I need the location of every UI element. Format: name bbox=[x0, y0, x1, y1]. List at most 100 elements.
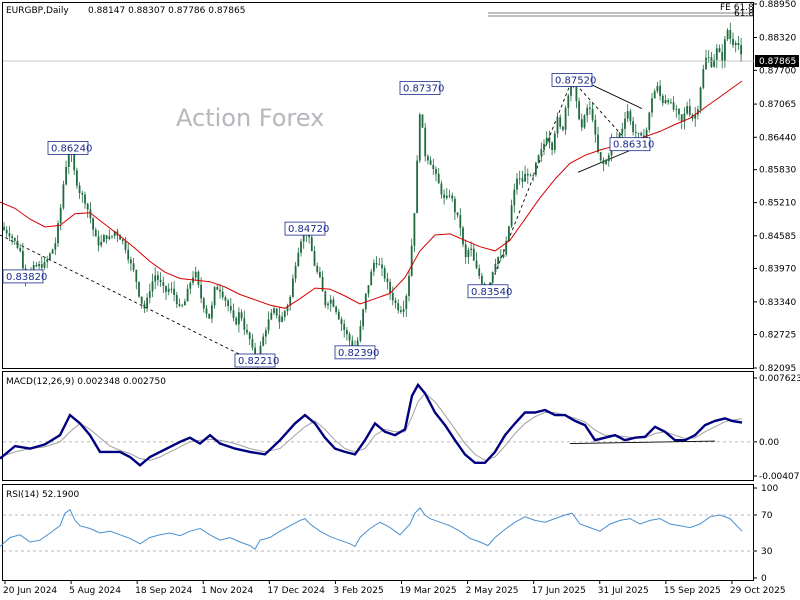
candle-body bbox=[502, 254, 505, 258]
candle-body bbox=[246, 329, 248, 333]
candle-body bbox=[737, 42, 740, 46]
candle-body bbox=[648, 112, 651, 130]
candle-body bbox=[653, 91, 656, 99]
candle-body bbox=[46, 259, 49, 262]
swing-label-box bbox=[47, 141, 89, 155]
candle-body bbox=[688, 106, 691, 115]
candle-body bbox=[159, 279, 162, 283]
candle-body bbox=[521, 178, 524, 182]
candle-body bbox=[178, 304, 181, 306]
fib-label: FE 61.8 bbox=[720, 3, 754, 13]
candle-body bbox=[559, 117, 562, 127]
fib-extension: FE 61.8 61.8 bbox=[488, 3, 754, 19]
candle-body bbox=[491, 271, 494, 283]
candle-body bbox=[516, 178, 518, 190]
candle-body bbox=[89, 209, 92, 219]
candle-body bbox=[375, 262, 378, 265]
candle-body bbox=[381, 264, 383, 269]
candle-body bbox=[599, 152, 602, 161]
candle-body bbox=[65, 166, 67, 185]
candle-body bbox=[545, 137, 548, 144]
candle-body bbox=[472, 248, 475, 261]
candle-body bbox=[146, 297, 148, 309]
candle-body bbox=[675, 108, 678, 110]
candle-body bbox=[451, 195, 454, 199]
candle-body bbox=[202, 298, 205, 309]
candle-body bbox=[151, 281, 154, 292]
candle-body bbox=[602, 160, 605, 164]
candle-body bbox=[92, 218, 94, 230]
swing-label-text: 0.86310 bbox=[613, 140, 654, 151]
swing-label-text: 0.87370 bbox=[403, 83, 444, 94]
time-tick-label: 18 Sep 2024 bbox=[135, 586, 192, 596]
candle-body bbox=[359, 326, 362, 341]
current-price-tag-bg bbox=[755, 55, 799, 67]
price-tick-label: 0.84585 bbox=[759, 232, 796, 242]
candle-body bbox=[86, 203, 89, 210]
candle-body bbox=[383, 268, 386, 279]
candle-body bbox=[73, 153, 76, 171]
candle-body bbox=[19, 247, 22, 252]
candle-body bbox=[297, 252, 300, 267]
candle-body bbox=[302, 230, 305, 242]
candle-body bbox=[464, 244, 467, 258]
candle-body bbox=[170, 288, 173, 290]
candle-body bbox=[211, 305, 213, 319]
candle-body bbox=[313, 251, 316, 266]
candle-body bbox=[124, 241, 127, 250]
candle-body bbox=[394, 300, 397, 304]
candle-body bbox=[378, 264, 381, 266]
candle-body bbox=[448, 195, 451, 197]
candle-body bbox=[167, 288, 170, 292]
candle-body bbox=[229, 305, 232, 311]
macd-panel: MACD(12,26,9) 0.002348 0.002750 bbox=[0, 371, 754, 481]
macd-axis: 0.007623 0.00 -0.004073 bbox=[754, 374, 800, 482]
candle-body bbox=[532, 174, 535, 176]
swing-label-text: 0.82210 bbox=[238, 356, 279, 367]
candle-body bbox=[224, 297, 227, 301]
candle-body bbox=[49, 253, 51, 260]
candle-body bbox=[148, 291, 151, 298]
candle-body bbox=[270, 312, 273, 320]
candle-body bbox=[135, 270, 138, 282]
candle-body bbox=[405, 295, 408, 309]
candle-body bbox=[726, 30, 729, 40]
swing-label-text: 0.87520 bbox=[555, 75, 596, 86]
candle-body bbox=[459, 215, 462, 228]
candle-body bbox=[348, 334, 351, 341]
candle-body bbox=[308, 234, 310, 238]
candle-body bbox=[481, 275, 483, 284]
candle-body bbox=[140, 296, 143, 304]
candle-body bbox=[594, 119, 597, 135]
rsi-line bbox=[0, 507, 743, 550]
candle-body bbox=[402, 308, 405, 312]
candle-body bbox=[667, 100, 670, 103]
candle-body bbox=[424, 127, 427, 157]
candle-body bbox=[680, 114, 683, 122]
candle-body bbox=[132, 263, 135, 271]
swing-label-box bbox=[334, 345, 376, 360]
candle-body bbox=[78, 185, 81, 194]
candle-body bbox=[670, 102, 672, 104]
price-tick-label: 0.85830 bbox=[759, 166, 796, 176]
candle-body bbox=[130, 259, 132, 264]
candle-body bbox=[729, 30, 732, 39]
macd-tick-label: 0.00 bbox=[759, 438, 779, 448]
candle-body bbox=[651, 98, 653, 113]
current-price-tag-text: 0.87865 bbox=[759, 57, 796, 67]
price-tick-label: 0.82725 bbox=[759, 331, 796, 341]
candle-body bbox=[437, 173, 440, 184]
candle-body bbox=[659, 85, 661, 96]
candle-body bbox=[235, 317, 238, 325]
chart-symbol: EURGBP,Daily bbox=[6, 6, 69, 16]
candle-body bbox=[556, 117, 559, 134]
macd-line bbox=[0, 382, 743, 467]
price-axis: 0.88950 0.88320 0.87700 0.87065 0.86440 0.858… bbox=[754, 0, 796, 374]
candle-body bbox=[470, 248, 472, 250]
candle-body bbox=[16, 240, 19, 248]
swing-label-box bbox=[2, 269, 44, 284]
candle-body bbox=[300, 241, 302, 253]
rsi-tick-label: 30 bbox=[761, 547, 773, 557]
candle-body bbox=[367, 285, 370, 294]
